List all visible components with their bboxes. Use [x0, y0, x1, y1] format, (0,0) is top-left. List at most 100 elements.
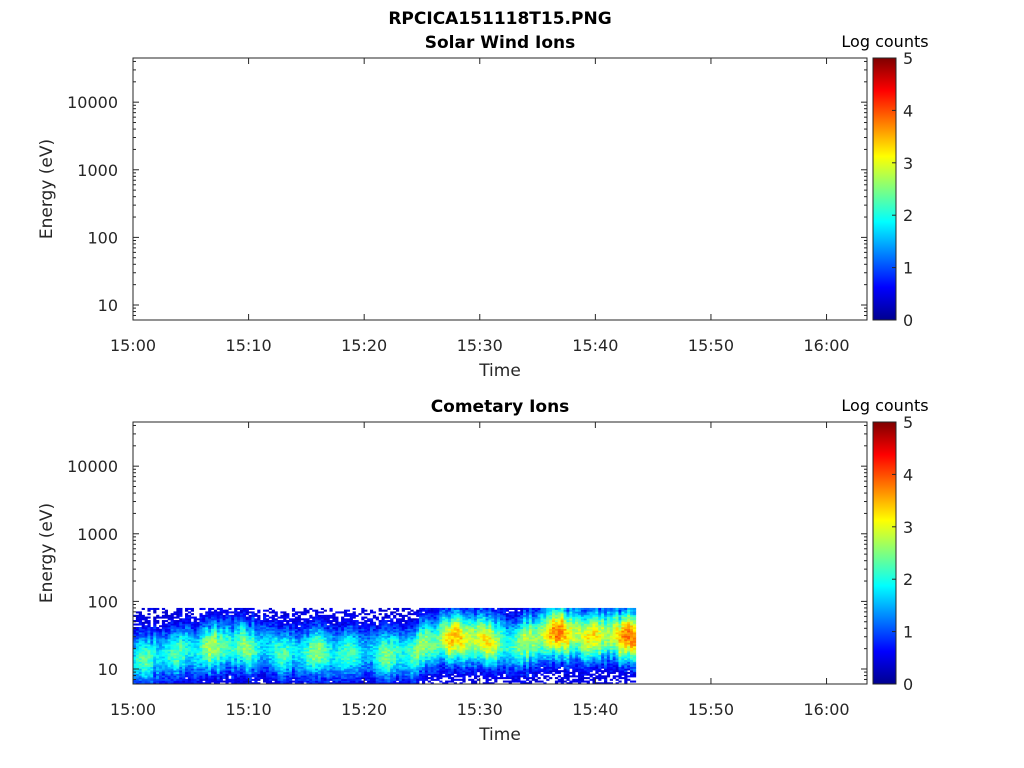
heatmap-cell — [187, 637, 192, 640]
heatmap-cell — [445, 654, 449, 657]
heatmap-cell — [213, 658, 218, 661]
heatmap-cell — [297, 639, 301, 642]
heatmap-cell — [433, 644, 437, 647]
heatmap-cell — [450, 654, 455, 657]
heatmap-cell — [309, 628, 313, 631]
heatmap-cell — [381, 675, 385, 678]
heatmap-cell — [159, 659, 163, 662]
heatmap-cell — [156, 664, 160, 668]
heatmap-cell — [323, 645, 327, 648]
heatmap-cell — [384, 673, 388, 676]
heatmap-cell — [459, 663, 463, 666]
heatmap-cell — [341, 666, 345, 669]
y-axis-label: Energy (eV) — [37, 139, 57, 239]
heatmap-cell — [254, 661, 258, 664]
heatmap-cell — [190, 637, 194, 640]
heatmap-cell — [384, 652, 388, 655]
heatmap-cell — [398, 645, 403, 648]
heatmap-cell — [462, 628, 466, 631]
heatmap-cell — [153, 677, 157, 680]
heatmap-cell — [147, 680, 151, 683]
heatmap-cell — [228, 664, 232, 668]
heatmap-cell — [280, 644, 284, 647]
heatmap-cell — [248, 637, 252, 640]
heatmap-cell — [219, 628, 223, 631]
heatmap-cell — [164, 630, 168, 633]
heatmap-cell — [476, 666, 481, 669]
heatmap-cell — [251, 616, 255, 619]
heatmap-cell — [271, 633, 275, 636]
heatmap-cell — [447, 670, 452, 673]
heatmap-cell — [286, 671, 290, 674]
heatmap-cell — [231, 649, 235, 652]
heatmap-cell — [407, 623, 411, 626]
heatmap-cell — [323, 668, 327, 671]
heatmap-cell — [312, 663, 316, 666]
heatmap-cell — [153, 630, 157, 633]
heatmap-cell — [450, 630, 455, 633]
heatmap-cell — [294, 654, 299, 657]
heatmap-cell — [398, 623, 403, 626]
heatmap-cell — [153, 670, 157, 673]
heatmap-cell — [257, 620, 261, 623]
heatmap-cell — [349, 658, 353, 661]
heatmap-cell — [413, 651, 417, 654]
heatmap-cell — [196, 639, 200, 642]
heatmap-cell — [242, 644, 246, 647]
heatmap-cell — [291, 642, 296, 645]
heatmap-cell — [176, 639, 180, 642]
heatmap-cell — [202, 649, 206, 652]
heatmap-cell — [268, 607, 273, 610]
heatmap-cell — [395, 652, 400, 655]
heatmap-cell — [427, 644, 431, 647]
heatmap-cell — [280, 654, 284, 657]
heatmap-cell — [283, 632, 287, 635]
heatmap-cell — [320, 642, 325, 645]
heatmap-cell — [364, 609, 368, 612]
heatmap-cell — [297, 652, 301, 655]
heatmap-cell — [430, 635, 434, 638]
heatmap-cell — [372, 652, 377, 655]
heatmap-cell — [335, 639, 339, 642]
heatmap-cell — [271, 620, 275, 623]
heatmap-cell — [150, 639, 154, 642]
heatmap-cell — [442, 621, 446, 624]
heatmap-cell — [343, 673, 348, 676]
heatmap-cell — [213, 678, 218, 681]
heatmap-cell — [407, 671, 411, 674]
heatmap-cell — [471, 644, 475, 647]
heatmap-cell — [445, 656, 449, 659]
heatmap-cell — [384, 678, 388, 681]
heatmap-cell — [427, 671, 431, 674]
heatmap-cell — [312, 628, 316, 631]
heatmap-cell — [147, 620, 151, 623]
heatmap-cell — [378, 656, 382, 659]
heatmap-cell — [274, 682, 278, 685]
heatmap-cell — [199, 642, 203, 645]
heatmap-cell — [147, 658, 151, 661]
heatmap-cell — [372, 664, 377, 668]
heatmap-cell — [381, 644, 385, 647]
heatmap-cell — [211, 613, 215, 616]
heatmap-cell — [459, 656, 463, 659]
heatmap-cell — [263, 633, 267, 636]
heatmap-cell — [320, 673, 325, 676]
heatmap-cell — [277, 625, 281, 628]
heatmap-cell — [442, 630, 446, 633]
heatmap-cell — [407, 613, 411, 616]
heatmap-cell — [450, 632, 455, 635]
heatmap-cell — [199, 673, 203, 676]
heatmap-cell — [384, 633, 388, 636]
heatmap-cell — [309, 664, 313, 668]
heatmap-cell — [352, 658, 356, 661]
heatmap-cell — [300, 675, 304, 678]
heatmap-cell — [216, 663, 220, 666]
heatmap-cell — [355, 663, 359, 666]
heatmap-cell — [185, 678, 189, 681]
heatmap-cell — [176, 607, 180, 610]
heatmap-cell — [245, 682, 249, 685]
heatmap-cell — [156, 607, 160, 610]
heatmap-cell — [349, 682, 353, 685]
heatmap-cell — [216, 680, 220, 683]
heatmap-cell — [315, 675, 319, 678]
